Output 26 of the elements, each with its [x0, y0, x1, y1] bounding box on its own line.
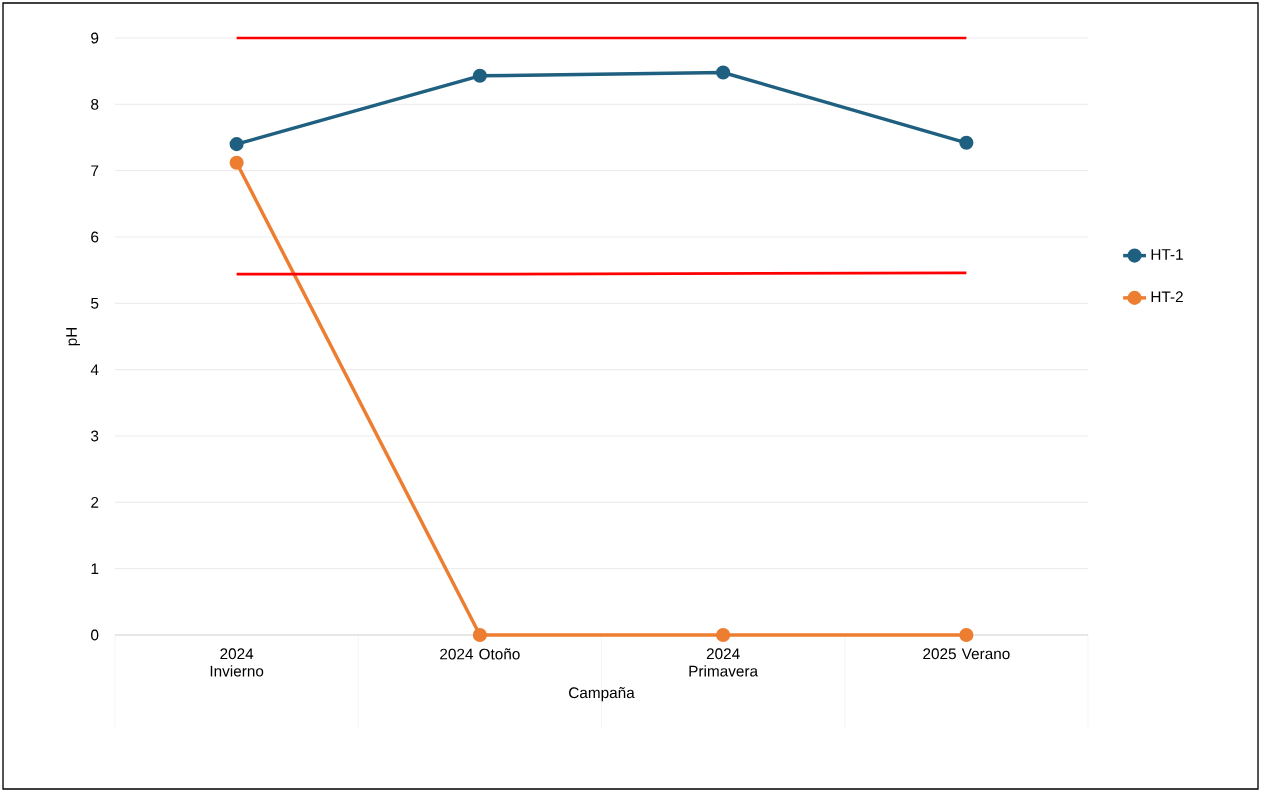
- x-axis-title: Campaña: [569, 687, 635, 702]
- y-axis-title: pH: [66, 327, 80, 346]
- point: [229, 137, 244, 152]
- y-tick-label: 3: [91, 430, 99, 442]
- point: [716, 627, 731, 643]
- point: [229, 155, 244, 170]
- point: [959, 135, 974, 150]
- legend-label: HT-2: [1151, 291, 1183, 303]
- y-tick-label: 0: [91, 629, 99, 641]
- y-tick-label: 1: [91, 563, 99, 574]
- point: [959, 627, 974, 643]
- x-tick-label: 2024 Primavera: [689, 648, 759, 677]
- y-tick-label: 6: [91, 231, 99, 243]
- x-tick-label: 2025 Verano: [923, 648, 1010, 660]
- y-tick-label: 4: [90, 364, 99, 375]
- y-tick-label: 9: [91, 32, 99, 44]
- legend-label: HT-1: [1151, 249, 1183, 260]
- y-tick-label: 2: [91, 496, 99, 508]
- point: [716, 65, 731, 80]
- y-tick-label: 7: [91, 165, 99, 176]
- point: [472, 627, 487, 643]
- y-tick-label: 5: [91, 297, 99, 309]
- y-tick-label: 8: [91, 98, 99, 110]
- point: [472, 68, 487, 83]
- x-tick-label: 2024 Invierno: [210, 648, 264, 677]
- x-tick-label: 2024 Otoño: [440, 648, 520, 660]
